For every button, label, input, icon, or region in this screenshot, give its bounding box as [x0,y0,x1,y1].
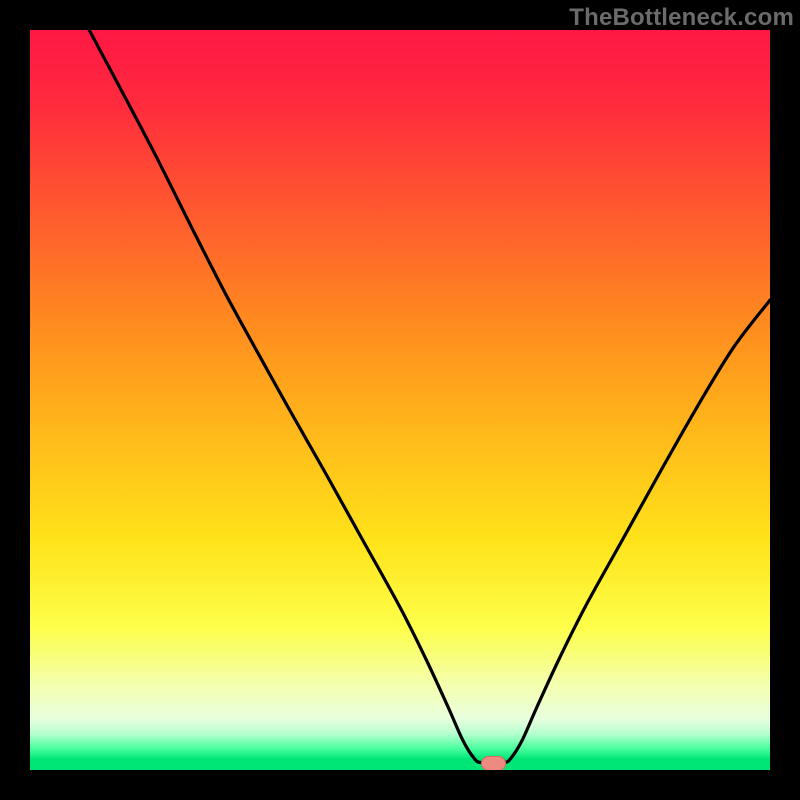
watermark-text: TheBottleneck.com [569,4,794,32]
bottleneck-curve [30,30,770,770]
plot-area [30,30,770,770]
optimum-marker [481,756,507,770]
